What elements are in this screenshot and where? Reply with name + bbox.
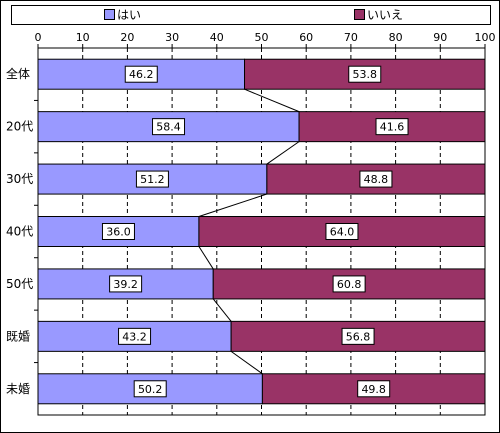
bar-yes <box>37 163 268 195</box>
data-label-box-no <box>359 170 393 188</box>
bar-yes <box>37 58 246 90</box>
data-label-yes: 50.2 <box>138 383 163 396</box>
data-label-yes: 58.4 <box>156 121 181 134</box>
x-tick-label: 0 <box>35 31 42 44</box>
data-label-no: 49.8 <box>361 383 386 396</box>
bar-no <box>212 268 486 300</box>
data-label-box-yes <box>101 223 135 240</box>
data-label-box-yes <box>118 327 152 345</box>
data-label-yes: 36.0 <box>106 226 131 239</box>
data-label-no: 53.8 <box>353 68 378 81</box>
data-label-box-no <box>348 65 382 83</box>
bar-no <box>261 373 486 405</box>
legend-item-no: いいえ <box>354 8 403 22</box>
bar-yes <box>37 320 232 352</box>
category-label: 20代 <box>6 120 33 134</box>
data-label-box-yes <box>109 275 143 293</box>
data-label-yes: 43.2 <box>122 330 147 343</box>
x-tick-label: 70 <box>344 31 358 44</box>
bar-no <box>230 320 486 352</box>
x-tick-label: 80 <box>389 31 403 44</box>
series-line <box>212 298 232 322</box>
legend-label-yes: はい <box>117 8 142 22</box>
x-tick-label: 40 <box>210 31 224 44</box>
x-tick-label: 90 <box>433 31 447 44</box>
data-label-box-no <box>332 275 366 293</box>
bar-no <box>244 58 486 90</box>
x-tick-label: 20 <box>120 31 134 44</box>
data-label-box-no <box>357 380 391 398</box>
data-label-no: 48.8 <box>364 173 389 186</box>
bar-no <box>298 111 486 143</box>
legend-label-no: いいえ <box>367 8 404 22</box>
legend: はい いいえ <box>11 5 491 25</box>
data-label-box-no <box>375 118 409 136</box>
category-label: 50代 <box>6 277 33 291</box>
data-label-no: 41.6 <box>380 121 405 134</box>
series-line <box>266 141 300 165</box>
data-label-box-yes <box>133 380 167 398</box>
bar-yes <box>37 216 200 247</box>
category-label: 40代 <box>6 225 33 239</box>
data-label-yes: 51.2 <box>140 173 165 186</box>
data-label-box-no <box>325 223 359 240</box>
bar-no <box>198 216 486 247</box>
data-label-box-no <box>341 327 375 345</box>
data-label-box-yes <box>152 118 186 136</box>
legend-item-yes: はい <box>104 8 141 22</box>
bar-yes <box>37 373 263 405</box>
data-label-box-yes <box>124 65 158 83</box>
bar-no <box>266 163 486 195</box>
x-tick-label: 100 <box>475 31 496 44</box>
legend-swatch-no <box>354 9 365 20</box>
bar-yes <box>37 111 300 143</box>
data-label-no: 56.8 <box>346 330 371 343</box>
x-tick-label: 50 <box>255 31 269 44</box>
bar-yes <box>37 268 214 300</box>
x-tick-label: 10 <box>76 31 90 44</box>
series-line <box>244 88 300 113</box>
x-tick-label: 30 <box>165 31 179 44</box>
series-line <box>198 193 268 217</box>
series-line <box>198 246 214 270</box>
legend-swatch-yes <box>104 9 115 20</box>
data-label-no: 60.8 <box>337 278 362 291</box>
category-label: 既婚 <box>6 329 30 343</box>
plot-border <box>37 47 486 416</box>
data-label-yes: 39.2 <box>113 278 138 291</box>
category-label: 全体 <box>6 66 30 81</box>
data-label-yes: 46.2 <box>129 68 154 81</box>
data-label-box-yes <box>135 170 169 188</box>
x-tick-label: 60 <box>299 31 313 44</box>
category-label: 30代 <box>6 172 33 186</box>
category-label: 未婚 <box>6 382 30 396</box>
series-line <box>230 350 263 375</box>
data-label-no: 64.0 <box>330 226 355 239</box>
